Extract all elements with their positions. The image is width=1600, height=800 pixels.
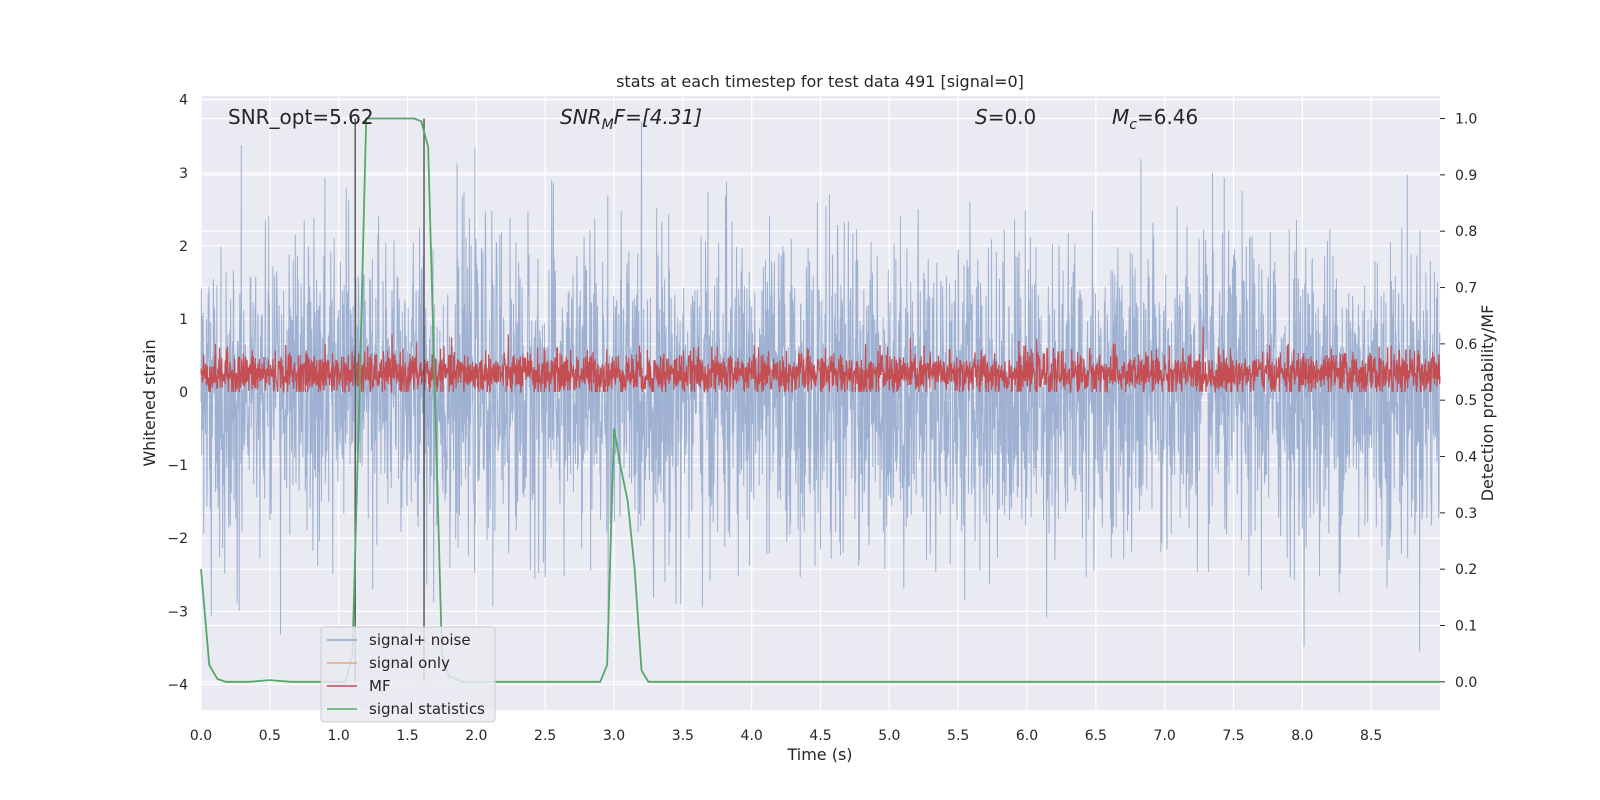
- x-tick-5: 2.5: [534, 728, 556, 744]
- y-left-tick-6: −2: [167, 531, 188, 547]
- y-left-tick-5: −1: [167, 458, 188, 474]
- y-left-tick-3: 1: [179, 312, 188, 328]
- y-right-tick-10: 0.0: [1455, 675, 1477, 691]
- x-tick-6: 3.0: [603, 728, 625, 744]
- y-right-tick-3: 0.7: [1455, 281, 1477, 297]
- legend-label-signal-only: signal only: [369, 654, 450, 672]
- x-tick-10: 5.0: [878, 728, 900, 744]
- y-right-tick-1: 0.9: [1455, 168, 1477, 184]
- x-tick-15: 7.5: [1222, 728, 1244, 744]
- y-left-tick-1: 3: [179, 166, 188, 182]
- x-tick-1: 0.5: [259, 728, 281, 744]
- y-left-tick-0: 4: [179, 93, 188, 109]
- x-tick-14: 7.0: [1154, 728, 1176, 744]
- legend-label-mf: MF: [369, 677, 391, 695]
- x-tick-12: 6.0: [1016, 728, 1038, 744]
- y-left-tick-labels: 4 3 2 1 0 −1 −2 −3 −4: [167, 93, 188, 694]
- y-right-tick-7: 0.3: [1455, 506, 1477, 522]
- x-axis-label: Time (s): [786, 745, 852, 764]
- series-signal-noise: [200, 121, 1441, 652]
- y-right-tick-8: 0.2: [1455, 562, 1477, 578]
- y-right-tick-labels: 1.0 0.9 0.8 0.7 0.6 0.5 0.4 0.3 0.2 0.1 0.0: [1440, 112, 1477, 691]
- x-tick-13: 6.5: [1085, 728, 1107, 744]
- y-left-tick-4: 0: [179, 385, 188, 401]
- y-left-tick-7: −3: [167, 604, 188, 620]
- x-tick-7: 3.5: [672, 728, 694, 744]
- legend: signal+ noise signal only MF signal stat…: [320, 626, 496, 723]
- y-right-tick-9: 0.1: [1455, 619, 1477, 635]
- legend-label-signal-noise: signal+ noise: [369, 631, 471, 649]
- legend-box: [320, 626, 496, 723]
- y-right-tick-2: 0.8: [1455, 224, 1477, 240]
- x-tick-0: 0.0: [190, 728, 212, 744]
- annotation-mc: Mc=6.46: [1112, 105, 1198, 133]
- x-tick-11: 5.5: [947, 728, 969, 744]
- y-left-tick-2: 2: [179, 239, 188, 255]
- plot-area: [200, 117, 1441, 683]
- y-right-tick-6: 0.4: [1455, 450, 1477, 466]
- x-tick-8: 4.0: [741, 728, 763, 744]
- y-axis-label-left: Whitened strain: [140, 339, 159, 466]
- series-mf: [200, 326, 1441, 394]
- y-right-tick-0: 1.0: [1455, 112, 1477, 128]
- x-tick-17: 8.5: [1360, 728, 1382, 744]
- y-right-tick-5: 0.5: [1455, 393, 1477, 409]
- legend-label-signal-statistics: signal statistics: [369, 700, 485, 718]
- y-axis-label-right: Detection probability/MF: [1478, 305, 1497, 502]
- x-tick-9: 4.5: [809, 728, 831, 744]
- x-tick-labels: 0.0 0.5 1.0 1.5 2.0 2.5 3.0 3.5 4.0 4.5 5.0 5.5 6.0 6…: [190, 728, 1382, 744]
- y-right-tick-4: 0.6: [1455, 337, 1477, 353]
- y-left-tick-8: −4: [167, 677, 188, 693]
- chart-title: stats at each timestep for test data 491…: [616, 72, 1024, 91]
- vertical-markers: [354, 118, 425, 682]
- x-tick-16: 8.0: [1291, 728, 1313, 744]
- annotation-snr-mf: SNRMF=[4.31]: [560, 105, 702, 133]
- x-tick-3: 1.5: [396, 728, 418, 744]
- x-tick-2: 1.0: [328, 728, 350, 744]
- series-signal-statistics: [200, 117, 1440, 683]
- annotation-snr-opt: SNR_opt=5.62: [228, 105, 374, 129]
- x-tick-4: 2.0: [465, 728, 487, 744]
- annotation-s: S=0.0: [975, 105, 1036, 129]
